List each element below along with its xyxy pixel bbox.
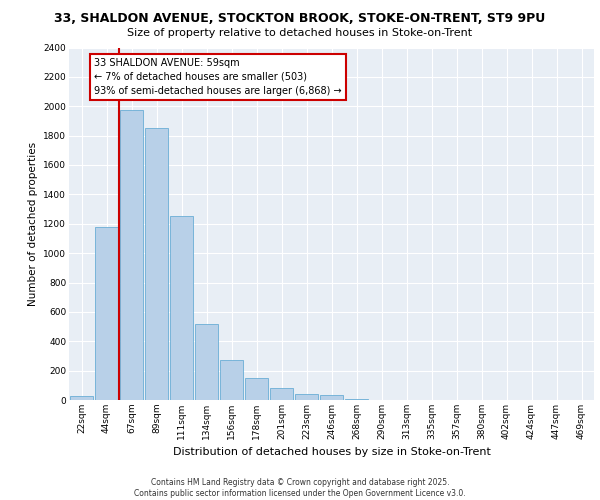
Bar [220,360,244,400]
Text: Contains HM Land Registry data © Crown copyright and database right 2025.
Contai: Contains HM Land Registry data © Crown c… [134,478,466,498]
Bar [320,395,343,400]
Bar [245,378,268,400]
Bar [269,388,293,400]
Bar [119,110,143,400]
Text: Size of property relative to detached houses in Stoke-on-Trent: Size of property relative to detached ho… [127,28,473,38]
Bar [95,228,118,400]
Bar [194,324,218,400]
X-axis label: Distribution of detached houses by size in Stoke-on-Trent: Distribution of detached houses by size … [173,448,490,458]
Bar [295,394,319,400]
Text: 33, SHALDON AVENUE, STOCKTON BROOK, STOKE-ON-TRENT, ST9 9PU: 33, SHALDON AVENUE, STOCKTON BROOK, STOK… [55,12,545,26]
Text: 33 SHALDON AVENUE: 59sqm
← 7% of detached houses are smaller (503)
93% of semi-d: 33 SHALDON AVENUE: 59sqm ← 7% of detache… [94,58,341,96]
Bar [170,216,193,400]
Y-axis label: Number of detached properties: Number of detached properties [28,142,38,306]
Bar [145,128,169,400]
Bar [70,396,94,400]
